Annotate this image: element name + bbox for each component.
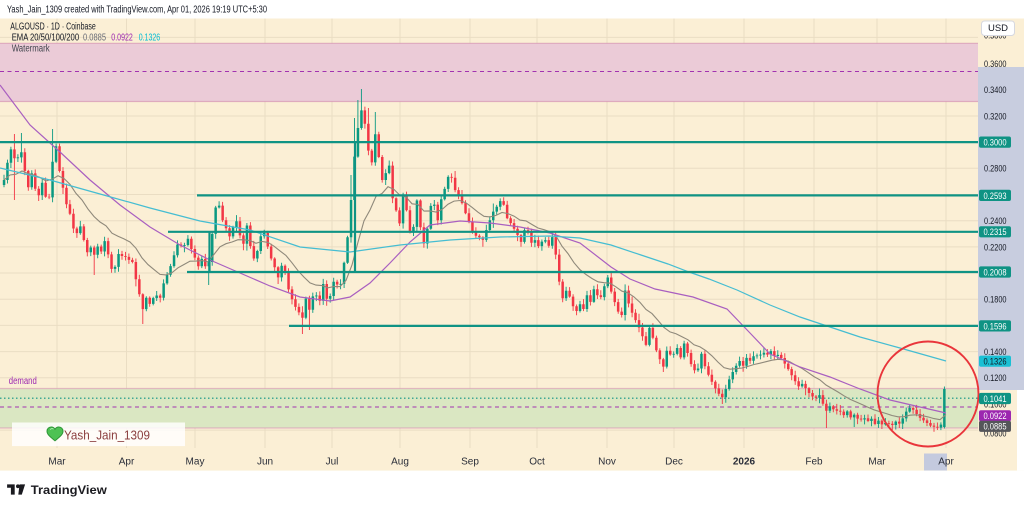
svg-text:0.1200: 0.1200 [984,373,1007,384]
svg-text:Sep: Sep [461,457,479,468]
svg-text:0.1326: 0.1326 [139,33,161,44]
svg-text:Oct: Oct [529,457,545,468]
svg-text:Mar: Mar [868,457,886,468]
svg-text:0.3400: 0.3400 [984,85,1007,96]
svg-text:0.1800: 0.1800 [984,295,1007,306]
svg-text:Jul: Jul [326,457,339,468]
svg-text:0.1400: 0.1400 [984,347,1007,358]
svg-text:0.2008: 0.2008 [984,267,1007,278]
svg-text:Aug: Aug [391,457,409,468]
svg-text:May: May [186,457,205,468]
svg-text:0.1000: 0.1000 [984,399,1007,410]
svg-text:0.2200: 0.2200 [984,242,1007,253]
svg-text:Apr: Apr [938,457,954,468]
svg-text:0.2400: 0.2400 [984,216,1007,227]
svg-text:0.3800: 0.3800 [984,31,1007,42]
svg-text:Feb: Feb [805,457,823,468]
svg-text:TradingView: TradingView [31,485,107,497]
svg-text:2026: 2026 [733,457,756,468]
svg-text:Yash_Jain_1309: Yash_Jain_1309 [64,428,150,443]
svg-text:0.3600: 0.3600 [984,59,1007,70]
svg-text:0.0885: 0.0885 [83,33,106,44]
svg-text:0.1326: 0.1326 [984,357,1007,368]
svg-text:0.3000: 0.3000 [984,138,1007,149]
svg-text:0.0922: 0.0922 [111,33,133,44]
svg-text:0.0800: 0.0800 [984,428,1007,439]
svg-text:Nov: Nov [598,457,616,468]
svg-text:Apr: Apr [119,457,135,468]
svg-text:Watermark: Watermark [12,44,51,55]
svg-text:0.2800: 0.2800 [984,164,1007,175]
svg-text:Mar: Mar [48,457,66,468]
svg-text:EMA 20/50/100/200: EMA 20/50/100/200 [12,33,80,44]
svg-text:0.1596: 0.1596 [984,321,1007,332]
svg-text:ALGOUSD · 1D · Coinbase: ALGOUSD · 1D · Coinbase [10,21,96,33]
svg-text:0.3200: 0.3200 [984,111,1007,122]
svg-text:Jun: Jun [257,457,273,468]
svg-text:Yash_Jain_1309 created with Tr: Yash_Jain_1309 created with TradingView.… [7,5,267,16]
svg-text:0.0885: 0.0885 [984,422,1007,433]
svg-text:0.0922: 0.0922 [984,411,1007,422]
svg-text:Dec: Dec [665,457,683,468]
svg-text:0.2315: 0.2315 [984,227,1007,238]
svg-text:0.2593: 0.2593 [984,191,1007,202]
svg-text:0.1041: 0.1041 [984,394,1007,405]
svg-text:USD: USD [988,23,1008,34]
svg-text:demand: demand [9,376,37,387]
